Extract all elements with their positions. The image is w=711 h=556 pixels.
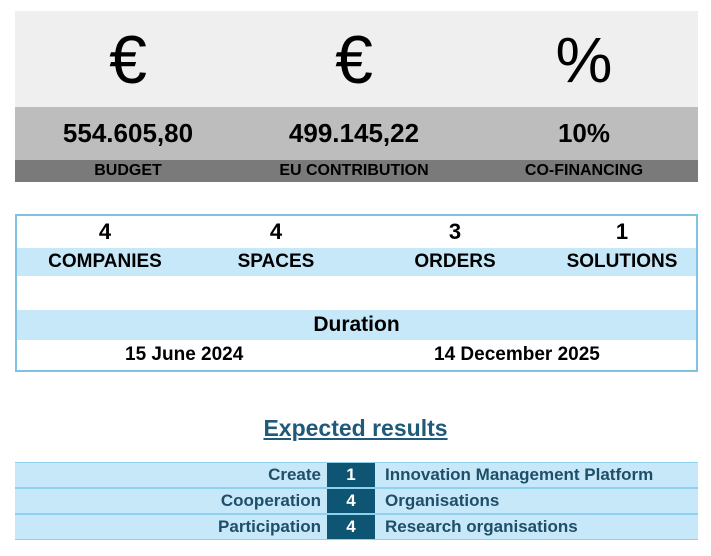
end-date: 14 December 2025 <box>434 344 600 365</box>
result-row: Create 1 Innovation Management Platform <box>15 462 698 488</box>
duration-title: Duration <box>313 313 400 336</box>
currency-symbols-row: € € % <box>15 11 698 107</box>
result-object: Research organisations <box>385 517 578 536</box>
budget-label: BUDGET <box>94 162 162 179</box>
result-verb: Create <box>268 465 321 484</box>
spaces-count: 4 <box>269 219 283 244</box>
start-date: 15 June 2024 <box>125 344 244 365</box>
budget-value: 554.605,80 <box>62 118 194 148</box>
result-verb: Participation <box>218 517 321 536</box>
euro-icon: € <box>335 22 373 98</box>
solutions-label: SOLUTIONS <box>566 251 678 272</box>
result-object: Organisations <box>385 491 500 510</box>
duration-dates-row: 15 June 2024 14 December 2025 <box>17 340 696 370</box>
spaces-label: SPACES <box>237 251 315 272</box>
result-object: Innovation Management Platform <box>385 465 654 484</box>
duration-header-row: Duration <box>17 310 696 340</box>
co-financing-value: 10% <box>557 118 611 148</box>
project-counts-panel: 4 4 3 1 COMPANIES SPACES ORDERS SOLUTION… <box>15 214 698 372</box>
euro-icon: € <box>109 22 147 98</box>
financial-values-row: 554.605,80 499.145,22 10% <box>15 107 698 160</box>
financial-summary: € € % 554.605,80 499.145,22 10% BUDGET E… <box>15 11 698 182</box>
result-row: Participation 4 Research organisations <box>15 514 698 540</box>
solutions-count: 1 <box>615 219 629 244</box>
orders-count: 3 <box>448 219 462 244</box>
orders-label: ORDERS <box>414 251 496 272</box>
result-count-badge: 1 <box>327 463 375 487</box>
result-row: Cooperation 4 Organisations <box>15 488 698 514</box>
result-verb: Cooperation <box>220 491 321 510</box>
companies-count: 4 <box>98 219 112 244</box>
eu-contribution-value: 499.145,22 <box>288 118 420 148</box>
expected-results-title: Expected results <box>263 415 448 441</box>
eu-contribution-label: EU CONTRIBUTION <box>279 162 429 179</box>
percent-icon: % <box>555 24 613 96</box>
spacer-row <box>17 276 696 310</box>
result-count-badge: 4 <box>327 515 375 539</box>
co-financing-label: CO-FINANCING <box>524 162 644 179</box>
result-count-badge: 4 <box>327 489 375 513</box>
counts-values-row: 4 4 3 1 <box>17 216 696 248</box>
companies-label: COMPANIES <box>48 251 162 272</box>
counts-labels-row: COMPANIES SPACES ORDERS SOLUTIONS <box>17 248 696 276</box>
financial-labels-row: BUDGET EU CONTRIBUTION CO-FINANCING <box>15 160 698 182</box>
